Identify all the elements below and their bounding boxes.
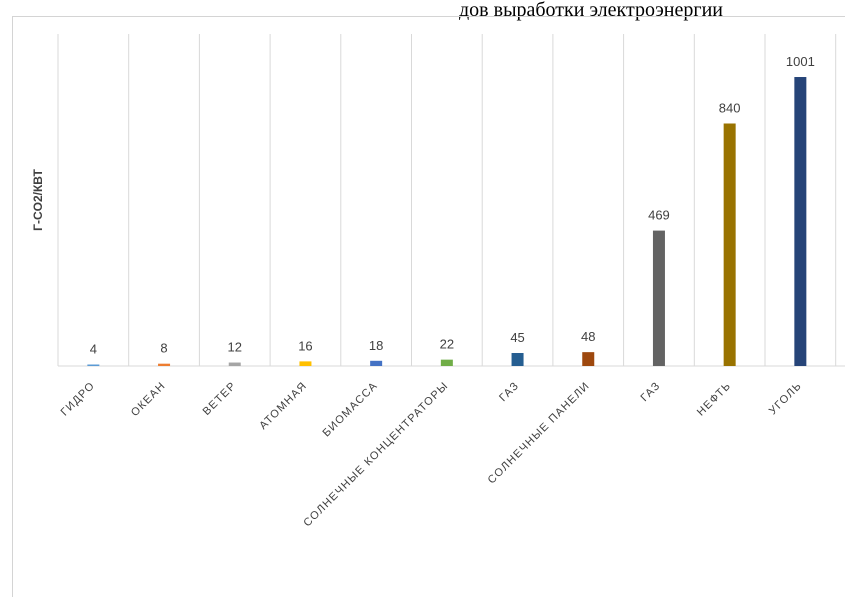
category-label: ОКЕАН <box>129 380 168 419</box>
value-label: 469 <box>648 208 670 223</box>
value-label: 45 <box>510 330 524 345</box>
category-label: ВЕТЕР <box>201 380 239 418</box>
category-label: ГАЗ <box>639 380 664 405</box>
bar <box>87 364 100 366</box>
value-label: 840 <box>719 100 741 115</box>
category-label: СОЛНЕЧНЫЕ КОНЦЕНТРАТОРЫ <box>301 380 451 530</box>
chart-frame <box>12 16 845 597</box>
category-labels: ГИДРО ОКЕАН ВЕТЕР АТОМНАЯ БИОМАССАСОЛНЕЧНЫЕ … <box>59 380 805 530</box>
bar <box>723 123 736 366</box>
category-label: УГОЛЬ <box>767 380 805 418</box>
value-label: 12 <box>228 340 242 355</box>
value-label: 1001 <box>786 54 815 69</box>
value-label: 8 <box>160 341 167 356</box>
bar <box>228 362 241 366</box>
bar <box>794 77 807 366</box>
y-axis-label: Г-CO2/КВТ <box>31 168 45 230</box>
bar <box>299 361 312 366</box>
bars <box>87 77 807 366</box>
caption-text: дов выработки электроэнергии <box>459 0 723 21</box>
category-label: ГАЗ <box>497 380 522 405</box>
category-label: НЕФТЬ <box>695 380 734 419</box>
bar <box>440 359 453 366</box>
category-label: АТОМНАЯ <box>257 380 309 432</box>
bar <box>582 352 595 366</box>
value-label: 16 <box>298 338 312 353</box>
value-label: 18 <box>369 338 383 353</box>
bar <box>511 353 524 366</box>
value-label: 4 <box>90 342 97 357</box>
bar <box>370 360 383 366</box>
value-label: 48 <box>581 329 595 344</box>
category-label: ГИДРО <box>59 380 98 419</box>
category-label: БИОМАССА <box>320 380 380 440</box>
value-label: 22 <box>440 337 454 352</box>
bar <box>158 363 171 366</box>
bar <box>652 230 665 366</box>
